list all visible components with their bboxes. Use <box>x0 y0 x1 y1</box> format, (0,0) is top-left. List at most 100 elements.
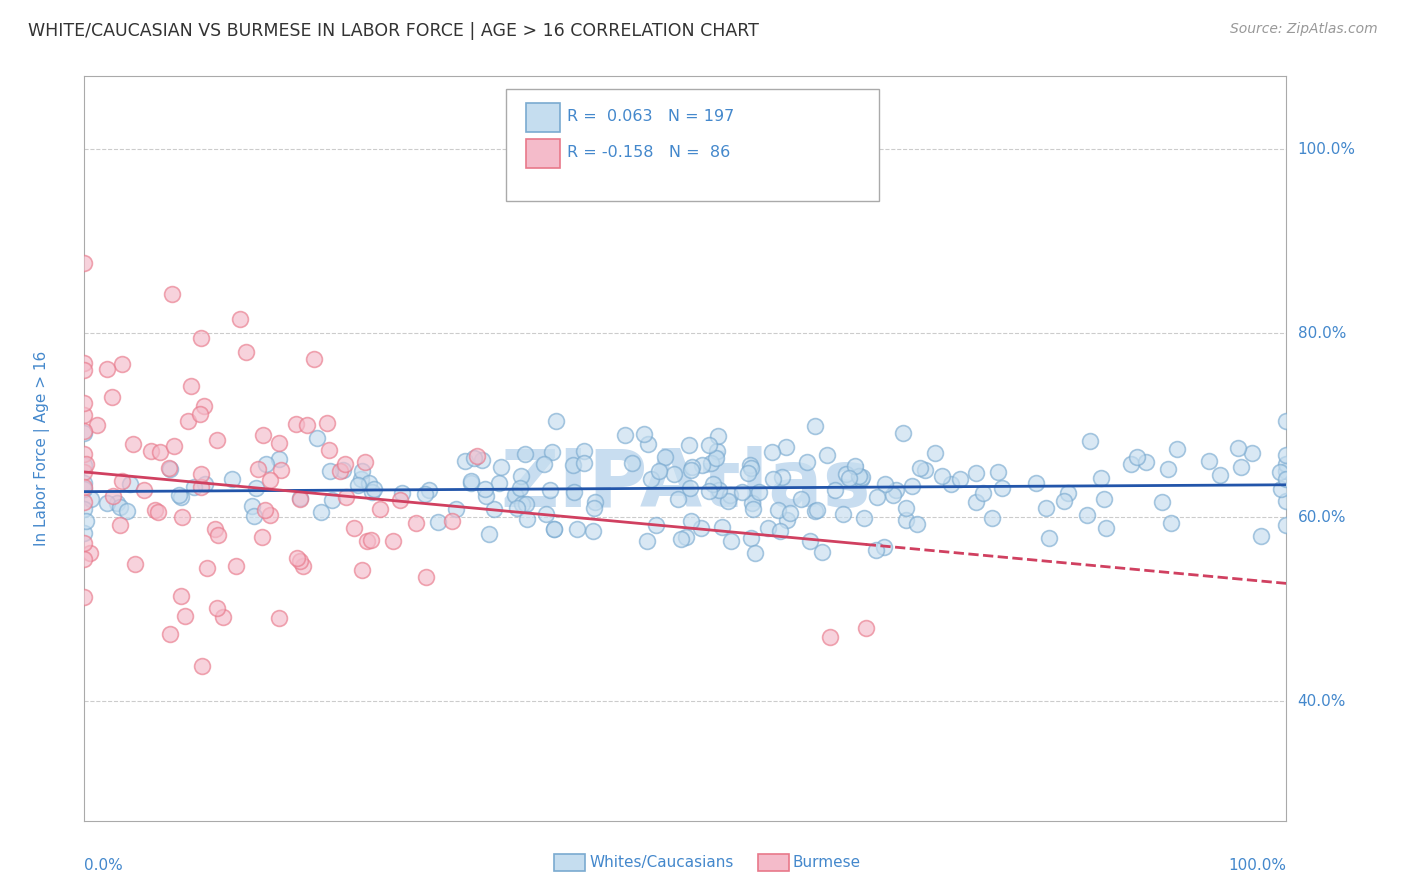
Point <box>1275 448 1298 462</box>
Point <box>775 440 797 454</box>
Point <box>1076 508 1098 522</box>
Point <box>543 522 565 536</box>
Point <box>221 472 243 486</box>
Point <box>824 483 846 497</box>
Point <box>316 417 339 431</box>
Point <box>80 491 103 506</box>
Point <box>207 528 229 542</box>
Point <box>737 466 759 480</box>
Point <box>318 442 340 457</box>
Point <box>742 501 765 516</box>
Point <box>73 465 96 479</box>
Point <box>865 542 887 557</box>
Point <box>96 495 118 509</box>
Point <box>73 408 96 422</box>
Point <box>873 540 896 554</box>
Point <box>669 532 692 546</box>
Point <box>582 524 605 539</box>
Point <box>564 484 586 499</box>
Point <box>413 487 436 501</box>
Point <box>253 503 276 517</box>
Point <box>118 477 141 491</box>
Point <box>360 533 382 547</box>
Point <box>243 509 266 524</box>
Point <box>454 454 477 468</box>
Text: Source: ZipAtlas.com: Source: ZipAtlas.com <box>1230 22 1378 37</box>
Point <box>679 463 702 477</box>
Point <box>884 483 907 497</box>
Point <box>748 485 770 500</box>
Point <box>544 414 567 428</box>
Point <box>110 518 132 533</box>
Point <box>382 533 405 548</box>
Point <box>343 521 366 535</box>
Point <box>146 505 169 519</box>
Point <box>908 460 931 475</box>
Point <box>678 481 700 495</box>
Point <box>697 438 720 452</box>
Point <box>1090 471 1112 485</box>
Point <box>543 522 565 536</box>
Point <box>882 488 904 502</box>
Text: R = -0.158   N =  86: R = -0.158 N = 86 <box>567 145 730 160</box>
Point <box>1275 464 1298 478</box>
Point <box>73 447 96 461</box>
Point <box>1078 434 1101 448</box>
Point <box>654 450 676 465</box>
Point <box>269 452 291 467</box>
Point <box>582 501 605 516</box>
Point <box>488 476 510 491</box>
Point <box>295 418 318 433</box>
Point <box>190 331 212 345</box>
Point <box>143 502 166 516</box>
Point <box>707 429 730 443</box>
Point <box>779 506 801 520</box>
Point <box>835 467 858 481</box>
Point <box>157 461 180 475</box>
Point <box>101 489 124 503</box>
Point <box>347 478 370 492</box>
Point <box>333 457 356 471</box>
Point <box>1150 495 1173 509</box>
Point <box>789 492 811 507</box>
Point <box>804 418 827 433</box>
Point <box>204 522 226 536</box>
Point <box>853 511 876 525</box>
Point <box>1268 465 1291 479</box>
Point <box>292 558 315 573</box>
Point <box>73 255 96 269</box>
Text: 80.0%: 80.0% <box>1298 326 1346 341</box>
Point <box>633 426 655 441</box>
Point <box>980 511 1002 525</box>
Point <box>681 460 703 475</box>
Point <box>515 497 537 511</box>
Point <box>245 481 267 495</box>
Point <box>894 500 917 515</box>
Point <box>1275 472 1298 486</box>
Point <box>799 534 821 549</box>
Point <box>572 456 595 470</box>
Point <box>444 502 467 516</box>
Point <box>250 530 273 544</box>
Point <box>866 491 889 505</box>
Point <box>163 439 186 453</box>
Point <box>620 456 643 470</box>
Point <box>460 474 482 488</box>
Point <box>269 436 291 450</box>
Point <box>1038 531 1060 545</box>
Point <box>762 472 785 486</box>
Point <box>1166 442 1188 456</box>
Point <box>924 446 946 460</box>
Point <box>640 472 662 486</box>
Point <box>360 485 382 500</box>
Point <box>302 351 325 366</box>
Point <box>319 464 342 478</box>
Point <box>873 476 896 491</box>
Point <box>75 514 97 528</box>
Text: 100.0%: 100.0% <box>1298 142 1355 157</box>
Point <box>711 520 734 534</box>
Point <box>321 493 343 508</box>
Point <box>855 621 877 635</box>
Point <box>190 467 212 482</box>
Point <box>1270 482 1292 496</box>
